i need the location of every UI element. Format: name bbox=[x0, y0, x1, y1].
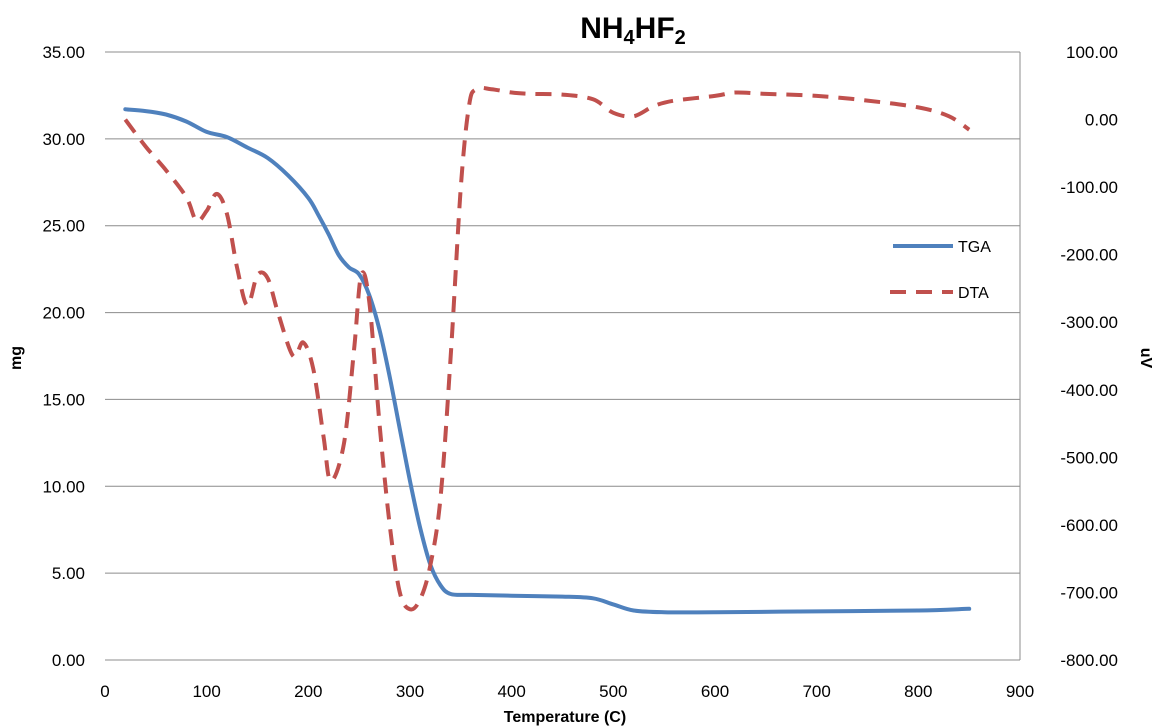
x-tick-label: 400 bbox=[497, 682, 525, 701]
legend-label-dta: DTA bbox=[958, 285, 989, 302]
right-tick-label: -400.00 bbox=[1060, 381, 1118, 400]
x-tick-label: 300 bbox=[396, 682, 424, 701]
legend: TGA DTA bbox=[890, 239, 991, 302]
left-tick-label: 25.00 bbox=[42, 217, 85, 236]
right-axis-ticks: -800.00 -700.00 -600.00 -500.00 -400.00 -300.… bbox=[1060, 43, 1118, 670]
series-line-dta bbox=[123, 85, 971, 612]
series-line-tga bbox=[123, 107, 972, 615]
title-part: 4 bbox=[624, 27, 636, 49]
x-tick-label: 700 bbox=[802, 682, 830, 701]
left-axis-title: mg bbox=[8, 346, 25, 370]
right-tick-label: -700.00 bbox=[1060, 583, 1118, 602]
title-part: NH bbox=[580, 12, 623, 45]
x-tick-label: 0 bbox=[100, 682, 109, 701]
gridlines bbox=[105, 51, 1021, 661]
right-tick-label: 0.00 bbox=[1085, 111, 1118, 130]
left-axis-ticks: 0.00 5.00 10.00 15.00 20.00 25.00 30.00 35.00 bbox=[42, 43, 85, 670]
x-axis-title: Temperature (C) bbox=[504, 709, 626, 726]
right-tick-label: -800.00 bbox=[1060, 651, 1118, 670]
right-tick-label: -300.00 bbox=[1060, 313, 1118, 332]
right-axis-title: uV bbox=[1137, 348, 1153, 369]
title-part: 2 bbox=[675, 27, 686, 49]
x-tick-label: 800 bbox=[904, 682, 932, 701]
chart-title: NH4HF2 bbox=[580, 12, 686, 49]
x-tick-label: 200 bbox=[294, 682, 322, 701]
right-tick-label: -200.00 bbox=[1060, 246, 1118, 265]
x-axis-ticks: 0 100 200 300 400 500 600 700 800 900 bbox=[100, 682, 1034, 701]
x-tick-label: 100 bbox=[192, 682, 220, 701]
title-part: HF bbox=[635, 12, 675, 45]
left-tick-label: 30.00 bbox=[42, 130, 85, 149]
right-tick-label: -100.00 bbox=[1060, 178, 1118, 197]
left-tick-label: 35.00 bbox=[42, 43, 85, 62]
legend-label-tga: TGA bbox=[958, 239, 991, 256]
left-tick-label: 5.00 bbox=[52, 564, 85, 583]
x-tick-label: 600 bbox=[701, 682, 729, 701]
series-layer bbox=[123, 85, 972, 615]
x-tick-label: 900 bbox=[1006, 682, 1034, 701]
left-tick-label: 20.00 bbox=[42, 304, 85, 323]
x-tick-label: 500 bbox=[599, 682, 627, 701]
left-tick-label: 15.00 bbox=[42, 390, 85, 409]
right-tick-label: 100.00 bbox=[1066, 43, 1118, 62]
right-tick-label: -600.00 bbox=[1060, 516, 1118, 535]
left-tick-label: 0.00 bbox=[52, 651, 85, 670]
left-tick-label: 10.00 bbox=[42, 477, 85, 496]
right-tick-label: -500.00 bbox=[1060, 448, 1118, 467]
